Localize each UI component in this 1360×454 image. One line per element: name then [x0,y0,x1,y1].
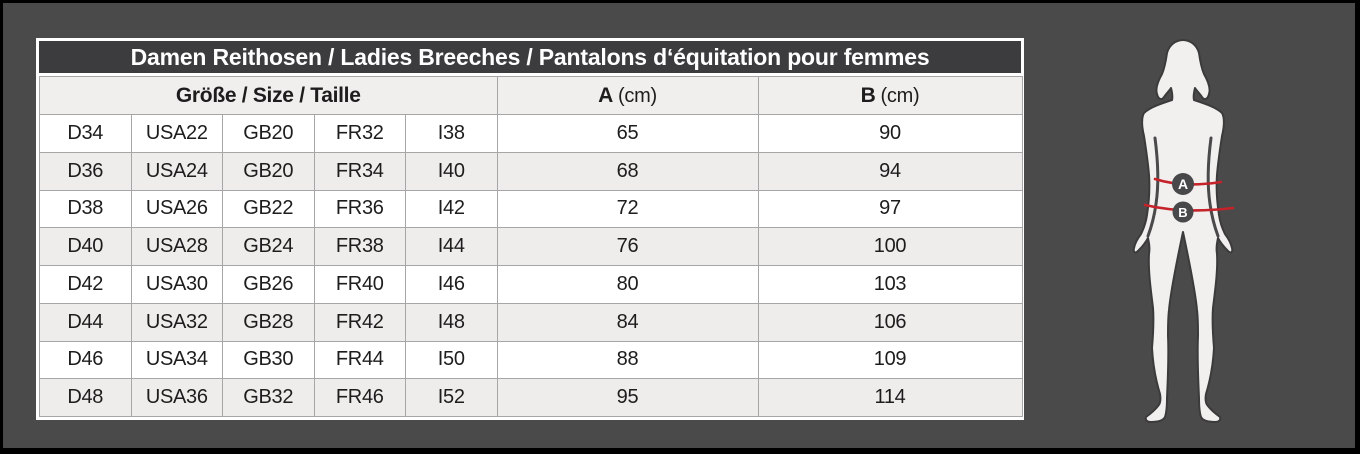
size-cell-gb: GB20 [222,151,315,191]
marker-a-badge [1172,173,1194,195]
table-title: Damen Reithosen / Ladies Breeches / Pant… [39,41,1021,76]
measurement-a-cell: 88 [496,340,759,380]
size-cell-fr: FR44 [313,340,406,380]
measurement-b-cell: 109 [757,340,1023,380]
size-cell-usa: USA26 [130,189,223,229]
table-row: D36 USA24 GB20 FR34 I40 68 94 [39,151,1023,191]
size-cell-d: D40 [39,227,132,266]
measurement-b-cell: 100 [757,227,1023,266]
measurement-figure: A B [1132,39,1235,423]
a-label: A [598,83,614,107]
table-row: D48 USA36 GB32 FR46 I52 95 114 [39,378,1023,417]
size-cell-usa: USA34 [130,340,223,380]
size-cell-fr: FR42 [313,302,406,342]
size-conversion-table: Größe / Size / Taille A (cm) B (cm) D34 US… [39,76,1023,417]
size-table-panel: Damen Reithosen / Ladies Breeches / Pant… [36,38,1024,420]
size-cell-fr: FR40 [313,265,406,304]
size-cell-d: D36 [39,151,132,191]
size-cell-d: D48 [39,378,132,417]
measurement-a-cell: 95 [496,378,759,417]
table-row: D44 USA32 GB28 FR42 I48 84 106 [39,302,1023,342]
size-cell-usa: USA24 [130,151,223,191]
table-row: D34 USA22 GB20 FR32 I38 65 90 [39,114,1023,153]
size-cell-i: I50 [405,340,498,380]
measurement-b-cell: 90 [757,114,1023,153]
size-cell-d: D44 [39,302,132,342]
size-cell-i: I42 [405,189,498,229]
size-cell-fr: FR32 [313,114,406,153]
size-cell-i: I40 [405,151,498,191]
b-unit-label: (cm) [880,84,920,107]
measurement-b-cell: 94 [757,151,1023,191]
size-cell-i: I46 [405,265,498,304]
measurement-a-cell: 68 [496,151,759,191]
size-cell-fr: FR38 [313,227,406,266]
table-row: D38 USA26 GB22 FR36 I42 72 97 [39,189,1023,229]
size-cell-usa: USA30 [130,265,223,304]
size-cell-fr: FR36 [313,189,406,229]
size-cell-i: I52 [405,378,498,417]
size-cell-gb: GB32 [222,378,315,417]
size-cell-gb: GB22 [222,189,315,229]
marker-b-letter: B [1178,205,1187,220]
size-cell-usa: USA32 [130,302,223,342]
measurement-b-cell: 97 [757,189,1023,229]
measurement-a-cell: 76 [496,227,759,266]
size-cell-usa: USA28 [130,227,223,266]
size-cell-i: I38 [405,114,498,153]
size-cell-d: D46 [39,340,132,380]
measurement-a-cell: 72 [496,189,759,229]
female-silhouette [1132,39,1234,423]
measurement-b-cell: 103 [757,265,1023,304]
size-cell-i: I44 [405,227,498,266]
measurement-b-header: B (cm) [757,76,1023,115]
size-cell-fr: FR34 [313,151,406,191]
measurement-a-cell: 84 [496,302,759,342]
size-cell-gb: GB20 [222,114,315,153]
a-unit-label: (cm) [618,84,657,107]
size-cell-gb: GB26 [222,265,315,304]
b-label: B [860,83,876,107]
measurement-b-cell: 106 [757,302,1023,342]
table-row: D46 USA34 GB30 FR44 I50 88 109 [39,340,1023,380]
header-row: Größe / Size / Taille A (cm) B (cm) [39,76,1023,115]
arm-gap-left [1146,136,1160,238]
table-row: D40 USA28 GB24 FR38 I44 76 100 [39,227,1023,266]
measurement-a-cell: 65 [496,114,759,153]
size-cell-usa: USA22 [130,114,223,153]
measurement-a-header: A (cm) [496,76,759,115]
marker-a-letter: A [1178,176,1188,192]
measurement-b-cell: 114 [757,378,1023,417]
size-cell-usa: USA36 [130,378,223,417]
size-cell-fr: FR46 [313,378,406,417]
size-group-header: Größe / Size / Taille [39,76,498,115]
size-cell-gb: GB24 [222,227,315,266]
size-cell-gb: GB28 [222,302,315,342]
measurement-a-cell: 80 [496,265,759,304]
arm-gap-right [1206,136,1220,238]
table-row: D42 USA30 GB26 FR40 I46 80 103 [39,265,1023,304]
marker-b-badge [1172,201,1194,223]
size-cell-gb: GB30 [222,340,315,380]
size-cell-d: D42 [39,265,132,304]
size-cell-i: I48 [405,302,498,342]
size-cell-d: D38 [39,189,132,229]
size-cell-d: D34 [39,114,132,153]
